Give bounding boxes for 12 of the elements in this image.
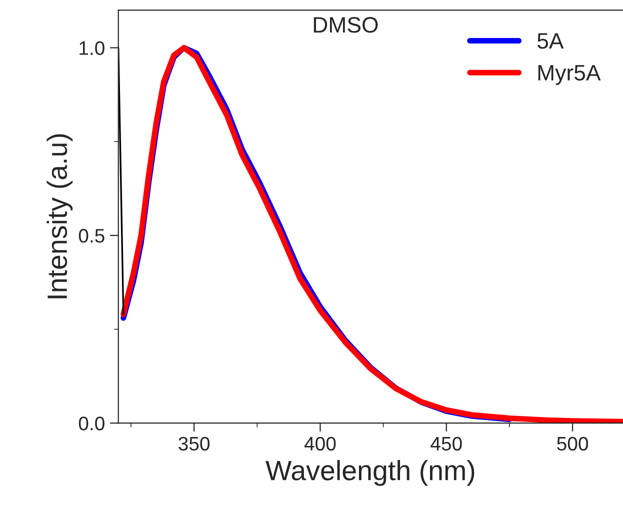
legend-label: Myr5A — [538, 65, 601, 85]
x-tick-label: 350 — [178, 436, 210, 451]
y-tick-label: 0.5 — [78, 228, 104, 243]
x-tick-label: 400 — [304, 436, 336, 451]
annotation: DMSO — [314, 17, 378, 33]
legend-label: 5A — [537, 33, 564, 49]
x-axis-title: Wavelength (nm) — [266, 460, 474, 486]
y-tick-label: 1.0 — [80, 41, 104, 55]
x-tick-label: 500 — [557, 436, 588, 451]
y-tick-label: 0.0 — [78, 416, 104, 430]
y-axis-title: Intensity (a.u) — [46, 134, 73, 298]
x-tick-label: 450 — [430, 436, 462, 451]
